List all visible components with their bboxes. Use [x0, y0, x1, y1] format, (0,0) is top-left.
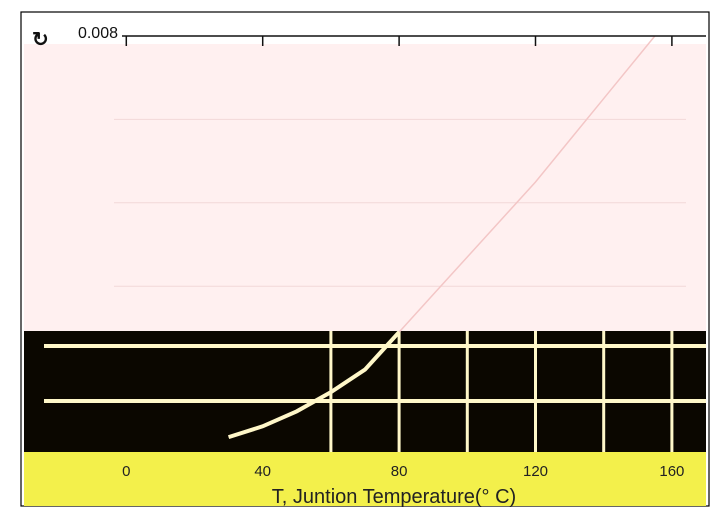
x-tick-label: 80 — [391, 463, 408, 480]
y-tick-label: 0.008 — [78, 25, 118, 42]
curve-layer — [227, 35, 656, 440]
grid-layer — [44, 118, 706, 452]
series-line-highlight — [227, 330, 401, 440]
x-axis-label: T, Juntion Temperature(° C) — [272, 486, 516, 508]
refresh-icon: ↻ — [32, 29, 49, 51]
x-tick-label: 0 — [122, 463, 130, 480]
x-tick-label: 160 — [659, 463, 684, 480]
plot-lower-background — [24, 331, 706, 452]
x-tick-label: 40 — [254, 463, 271, 480]
plot-upper-background — [24, 44, 706, 331]
tick-layer — [122, 35, 706, 46]
x-axis-label-band — [24, 452, 706, 506]
x-tick-label: 120 — [523, 463, 548, 480]
